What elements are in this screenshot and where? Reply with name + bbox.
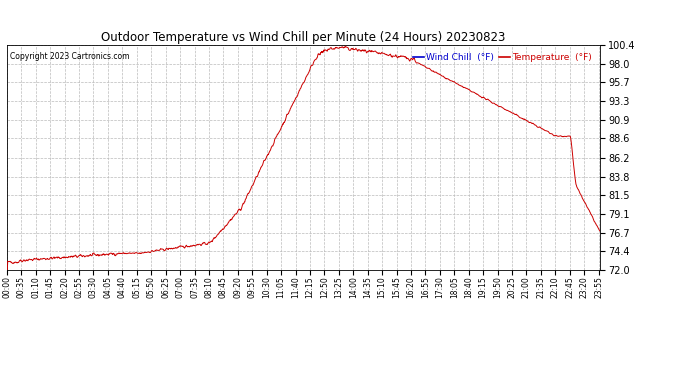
Title: Outdoor Temperature vs Wind Chill per Minute (24 Hours) 20230823: Outdoor Temperature vs Wind Chill per Mi… [101,31,506,44]
Legend: Wind Chill  (°F), Temperature  (°F): Wind Chill (°F), Temperature (°F) [409,50,595,66]
Text: Copyright 2023 Cartronics.com: Copyright 2023 Cartronics.com [10,52,129,61]
